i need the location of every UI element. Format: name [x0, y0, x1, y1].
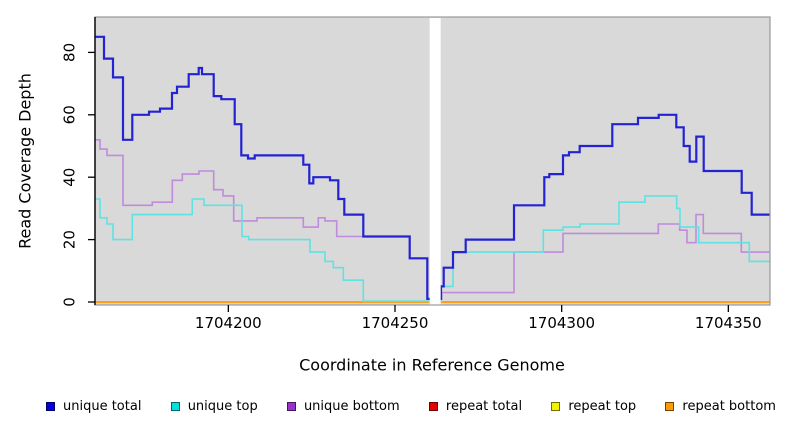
y-tick-label: 0	[61, 297, 79, 307]
legend-swatch	[46, 402, 55, 411]
legend-label: repeat bottom	[682, 399, 776, 414]
y-tick-label: 80	[61, 43, 79, 62]
x-tick-label: 1704200	[195, 314, 262, 332]
legend-item-repeat-top: repeat top	[551, 399, 636, 414]
series-unique-top	[95, 195, 770, 302]
legend-item-unique-top: unique top	[170, 399, 258, 414]
y-tick-label: 20	[61, 230, 79, 249]
x-tick-label: 1704300	[528, 314, 595, 332]
legend-swatch	[665, 402, 675, 411]
y-axis-label: Read Coverage Depth	[15, 73, 35, 249]
legend-swatch	[551, 402, 561, 411]
x-tick-label: 1704250	[362, 314, 429, 332]
legend-item-unique-bottom: unique bottom	[286, 399, 400, 414]
legend-label: unique top	[187, 399, 258, 414]
legend-swatch	[170, 402, 180, 411]
y-tick-label: 60	[61, 105, 79, 124]
legend-swatch	[286, 402, 296, 411]
legend-label: unique total	[63, 399, 142, 414]
y-tick-label: 40	[61, 168, 79, 187]
legend-item-repeat-bottom: repeat bottom	[665, 399, 776, 414]
legend-label: repeat top	[568, 399, 637, 414]
series-unique-total	[95, 35, 770, 300]
x-tick-label: 1704350	[695, 314, 762, 332]
x-axis-label: Coordinate in Reference Genome	[299, 355, 565, 375]
legend-label: unique bottom	[303, 399, 400, 414]
legend-item-repeat-total: repeat total	[428, 399, 523, 414]
legend-swatch	[428, 402, 438, 411]
legend-item-unique-total: unique total	[46, 399, 141, 414]
legend-label: repeat total	[445, 399, 523, 414]
missing-data-gap	[429, 18, 441, 305]
series-unique-bottom	[95, 139, 770, 300]
legend: unique total unique top unique bottom repea…	[0, 399, 792, 414]
